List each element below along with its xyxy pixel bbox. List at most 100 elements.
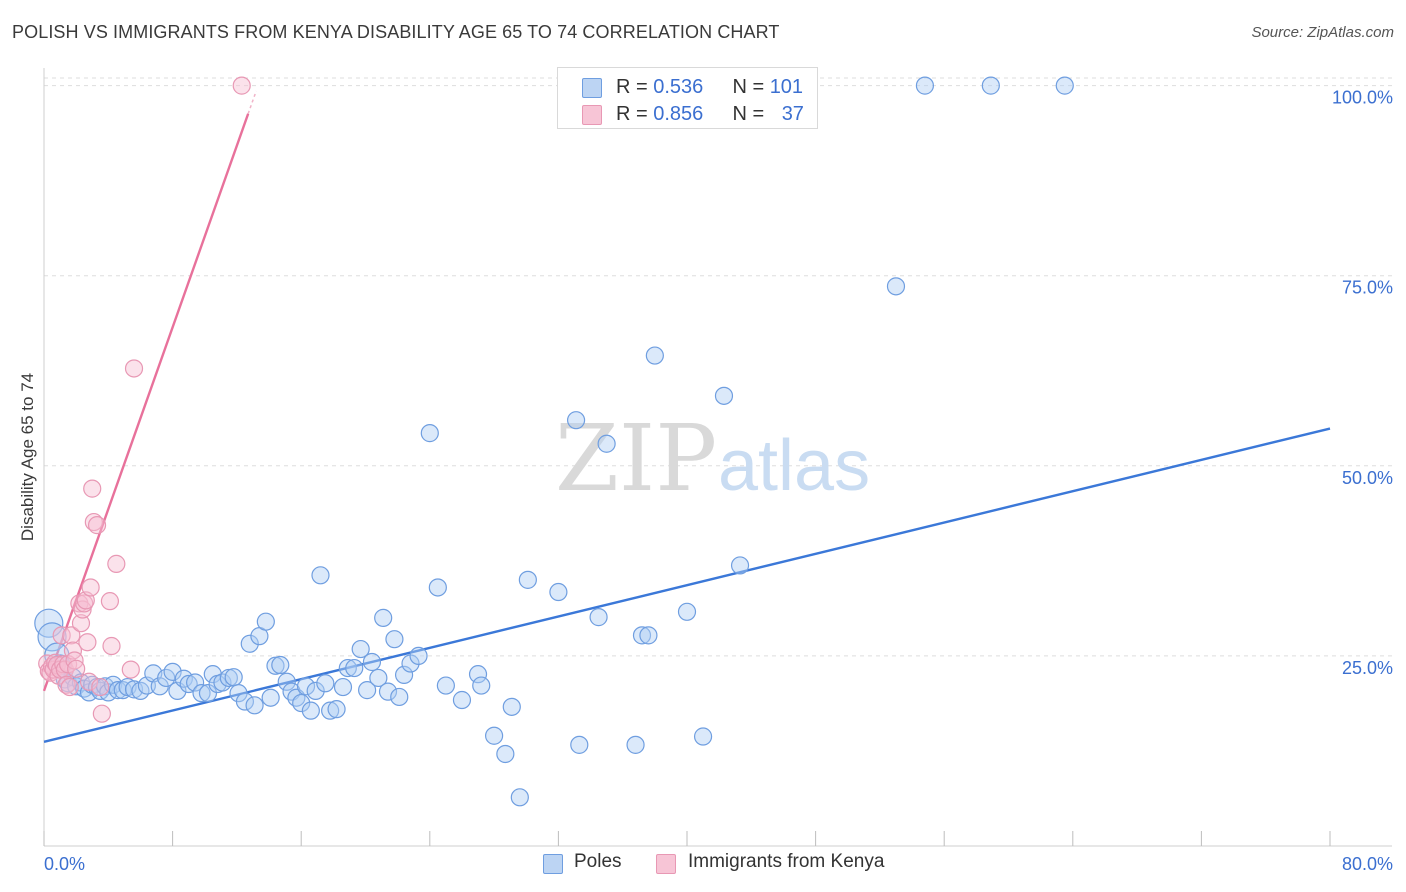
axes-layer <box>43 68 1392 847</box>
point-poles <box>915 76 935 95</box>
point-poles <box>192 684 211 703</box>
point-poles <box>163 662 182 681</box>
point-poles <box>378 682 398 701</box>
point-poles <box>345 658 364 678</box>
point-kenya <box>232 76 251 95</box>
point-poles <box>277 672 296 691</box>
point-kenya <box>91 677 110 697</box>
point-poles <box>385 630 404 649</box>
point-kenya <box>121 660 140 679</box>
watermark-zip: ZIP <box>555 405 717 512</box>
point-poles <box>321 701 340 720</box>
point-poles <box>174 669 193 688</box>
point-kenya <box>81 578 100 597</box>
point-poles <box>394 665 414 685</box>
point-poles <box>316 674 335 693</box>
point-poles <box>351 639 370 659</box>
point-poles <box>645 346 664 365</box>
point-poles <box>333 677 353 697</box>
point-poles <box>502 697 521 716</box>
bottom-legend-label-poles: Poles <box>574 851 622 872</box>
correlation-legend: R = 0.536 N = 101 R = 0.856 N = 37 <box>557 67 818 129</box>
source-credit: Source: ZipAtlas.com <box>1251 24 1394 41</box>
legend-swatch-poles <box>582 78 602 98</box>
point-kenya <box>75 594 94 613</box>
legend-r-label: R = <box>616 103 654 125</box>
legend-r-label: R = <box>616 76 654 98</box>
point-poles <box>566 411 586 430</box>
point-kenya <box>78 633 97 652</box>
y-tick-label: 50.0% <box>1342 468 1393 488</box>
point-kenya <box>100 592 120 611</box>
trendline-kenya-extension <box>247 90 257 114</box>
point-poles <box>677 602 697 621</box>
point-kenya <box>87 516 107 535</box>
y-tick-label: 75.0% <box>1342 278 1393 298</box>
legend-n-value-poles: 101 <box>769 76 804 98</box>
point-poles <box>981 76 1000 95</box>
point-poles <box>639 626 658 645</box>
point-poles <box>358 681 377 700</box>
point-poles <box>271 655 290 675</box>
point-poles <box>179 674 198 694</box>
point-poles <box>468 665 488 684</box>
bottom-legend-label-kenya: Immigrants from Kenya <box>688 851 885 872</box>
y-tick-label: 25.0% <box>1342 658 1393 678</box>
point-poles <box>311 566 330 585</box>
trendline-poles <box>43 427 1331 743</box>
legend-n-label: N = <box>732 76 770 98</box>
point-poles <box>362 652 382 672</box>
point-kenya <box>60 677 79 697</box>
point-poles <box>428 578 447 597</box>
point-poles <box>374 608 393 627</box>
point-poles <box>409 646 428 666</box>
point-poles <box>452 690 472 710</box>
point-poles <box>261 688 280 707</box>
point-poles <box>472 676 491 695</box>
point-poles <box>369 668 388 688</box>
point-poles <box>510 788 529 807</box>
point-kenya <box>79 672 99 691</box>
point-poles <box>235 692 255 711</box>
point-poles <box>245 696 264 715</box>
point-poles <box>198 684 218 703</box>
point-kenya <box>84 512 103 532</box>
point-kenya <box>62 626 81 645</box>
point-poles <box>632 626 652 645</box>
x-tick-label-min: 0.0% <box>44 854 85 874</box>
point-poles <box>266 656 285 675</box>
grid-layer <box>44 77 1392 657</box>
point-poles <box>436 676 455 695</box>
point-poles <box>224 668 243 687</box>
point-poles <box>589 608 608 627</box>
point-poles <box>714 386 734 405</box>
point-poles <box>693 727 713 746</box>
point-poles <box>292 693 311 713</box>
point-poles <box>186 673 205 692</box>
point-kenya <box>57 675 76 694</box>
y-axis-title: Disability Age 65 to 74 <box>18 373 37 541</box>
legend-swatch-kenya <box>582 105 602 125</box>
point-kenya <box>52 626 71 645</box>
legend-n-value-kenya: 37 <box>781 103 804 125</box>
legend-r-value-poles: 0.536 <box>653 76 704 98</box>
point-poles <box>296 677 316 696</box>
points-layer <box>34 76 1074 807</box>
bottom-legend-swatch-poles <box>543 854 563 874</box>
point-poles <box>570 735 589 754</box>
point-poles <box>327 700 346 719</box>
point-kenya <box>67 659 86 678</box>
point-poles <box>420 424 439 443</box>
point-kenya <box>107 554 126 573</box>
point-kenya <box>83 479 102 498</box>
point-poles <box>730 556 750 575</box>
point-kenya <box>102 636 121 656</box>
point-poles <box>518 570 537 589</box>
watermark-atlas: atlas <box>718 426 870 506</box>
point-poles <box>301 701 320 720</box>
y-tick-label: 100.0% <box>1332 88 1393 108</box>
chart-title: POLISH VS IMMIGRANTS FROM KENYA DISABILI… <box>12 22 780 42</box>
point-poles <box>886 277 906 296</box>
watermark: ZIP atlas <box>555 405 870 512</box>
point-poles <box>390 687 409 707</box>
